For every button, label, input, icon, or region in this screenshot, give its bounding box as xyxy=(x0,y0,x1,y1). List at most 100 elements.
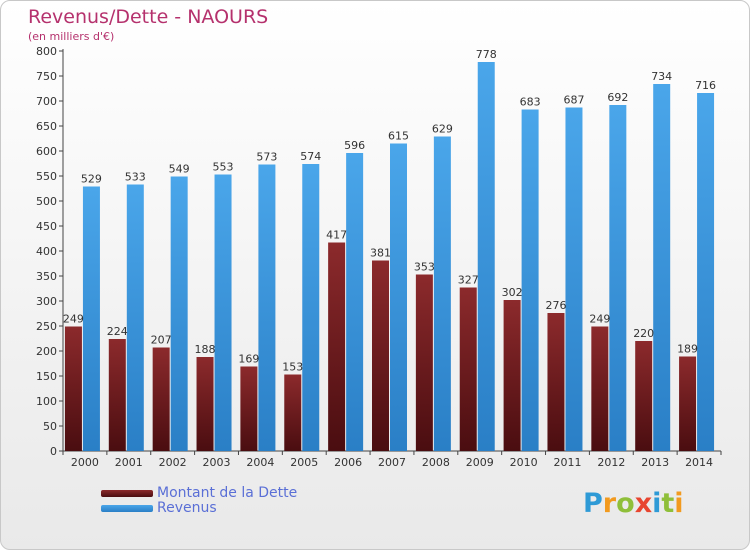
y-tick-label: 0 xyxy=(50,445,57,458)
data-label-debt: 169 xyxy=(238,353,259,366)
bar-revenue xyxy=(390,143,407,451)
bar-revenue xyxy=(609,105,627,451)
data-label-debt: 327 xyxy=(458,274,479,287)
data-label-revenue: 778 xyxy=(476,48,497,61)
bar-debt xyxy=(196,357,214,451)
data-label-debt: 417 xyxy=(326,229,347,242)
bar-debt xyxy=(635,341,653,451)
y-tick-label: 250 xyxy=(36,320,57,333)
logo-letter: r xyxy=(602,488,617,519)
bar-revenue xyxy=(565,107,583,451)
data-label-revenue: 553 xyxy=(213,161,234,174)
logo-letter: i xyxy=(652,488,662,519)
y-tick-label: 350 xyxy=(36,270,57,283)
bar-revenue xyxy=(258,164,276,451)
logo-letter: t xyxy=(661,488,675,519)
x-tick-label: 2012 xyxy=(597,456,625,469)
data-label-debt: 249 xyxy=(589,313,610,326)
y-tick-label: 300 xyxy=(36,295,57,308)
chart-subtitle: (en milliers d'€) xyxy=(28,30,115,43)
y-tick-label: 400 xyxy=(36,245,57,258)
y-tick-label: 800 xyxy=(36,45,57,58)
data-label-revenue: 533 xyxy=(125,171,146,184)
data-label-revenue: 683 xyxy=(520,96,541,109)
y-tick-label: 600 xyxy=(36,145,57,158)
bar-revenue xyxy=(82,186,100,451)
bar-revenue xyxy=(214,174,232,451)
data-label-debt: 189 xyxy=(677,343,698,356)
bar-revenue xyxy=(697,93,715,451)
data-label-debt: 381 xyxy=(370,247,391,260)
bar-revenue xyxy=(302,164,320,451)
bar-debt xyxy=(108,339,126,451)
data-label-revenue: 692 xyxy=(607,91,628,104)
legend-swatch-revenue xyxy=(101,505,153,512)
y-tick-label: 550 xyxy=(36,170,57,183)
legend-label-revenue: Revenus xyxy=(157,500,217,516)
bar-debt xyxy=(240,366,258,451)
x-tick-label: 2011 xyxy=(553,456,581,469)
logo-letter: x xyxy=(634,488,653,519)
bar-revenue xyxy=(170,176,188,451)
bar-revenue xyxy=(433,136,451,451)
data-label-debt: 276 xyxy=(545,299,566,312)
data-label-debt: 224 xyxy=(107,325,128,338)
x-tick-label: 2005 xyxy=(290,456,318,469)
x-tick-label: 2006 xyxy=(334,456,362,469)
data-label-revenue: 596 xyxy=(344,139,365,152)
bar-debt xyxy=(591,326,609,451)
data-label-revenue: 716 xyxy=(695,79,716,92)
data-label-revenue: 529 xyxy=(81,173,102,186)
bar-revenue xyxy=(477,62,495,451)
x-tick-label: 2008 xyxy=(422,456,450,469)
data-label-revenue: 629 xyxy=(432,123,453,136)
bar-debt xyxy=(152,347,170,451)
x-tick-label: 2003 xyxy=(203,456,231,469)
bar-debt xyxy=(503,300,521,451)
logo-letter: o xyxy=(616,488,635,519)
y-tick-label: 50 xyxy=(43,420,57,433)
y-tick-label: 700 xyxy=(36,95,57,108)
x-tick-label: 2001 xyxy=(115,456,143,469)
bar-debt xyxy=(459,287,477,451)
data-label-debt: 207 xyxy=(151,334,172,347)
data-label-debt: 220 xyxy=(633,327,654,340)
legend-label-debt: Montant de la Dette xyxy=(157,485,298,501)
data-label-revenue: 573 xyxy=(256,151,277,164)
chart-title: Revenus/Dette - NAOURS xyxy=(28,6,269,28)
x-tick-label: 2007 xyxy=(378,456,406,469)
x-tick-label: 2014 xyxy=(685,456,713,469)
y-tick-label: 200 xyxy=(36,345,57,358)
bar-debt xyxy=(64,326,82,451)
bar-revenue xyxy=(653,84,671,451)
data-label-revenue: 615 xyxy=(388,130,409,143)
bar-debt xyxy=(415,274,433,451)
logo-letter: P xyxy=(583,488,603,519)
x-tick-label: 2000 xyxy=(71,456,99,469)
bar-debt xyxy=(372,260,389,451)
proxiti-logo: Proxiti xyxy=(583,488,684,519)
y-tick-label: 750 xyxy=(36,70,57,83)
data-label-debt: 302 xyxy=(502,286,523,299)
bar-debt xyxy=(547,313,565,451)
data-label-debt: 249 xyxy=(63,313,84,326)
x-tick-label: 2004 xyxy=(246,456,274,469)
x-tick-label: 2002 xyxy=(159,456,187,469)
bar-revenue xyxy=(346,153,364,451)
bar-debt xyxy=(328,242,346,451)
data-label-revenue: 549 xyxy=(169,163,190,176)
data-label-revenue: 574 xyxy=(300,150,321,163)
data-label-debt: 188 xyxy=(195,343,216,356)
bar-revenue xyxy=(521,109,539,451)
x-tick-label: 2013 xyxy=(641,456,669,469)
y-tick-label: 500 xyxy=(36,195,57,208)
bar-revenue xyxy=(126,184,144,451)
data-label-revenue: 734 xyxy=(651,70,672,83)
y-tick-label: 100 xyxy=(36,395,57,408)
data-label-revenue: 687 xyxy=(563,94,584,107)
x-tick-label: 2009 xyxy=(466,456,494,469)
data-label-debt: 153 xyxy=(282,361,303,374)
bar-debt xyxy=(284,374,302,451)
